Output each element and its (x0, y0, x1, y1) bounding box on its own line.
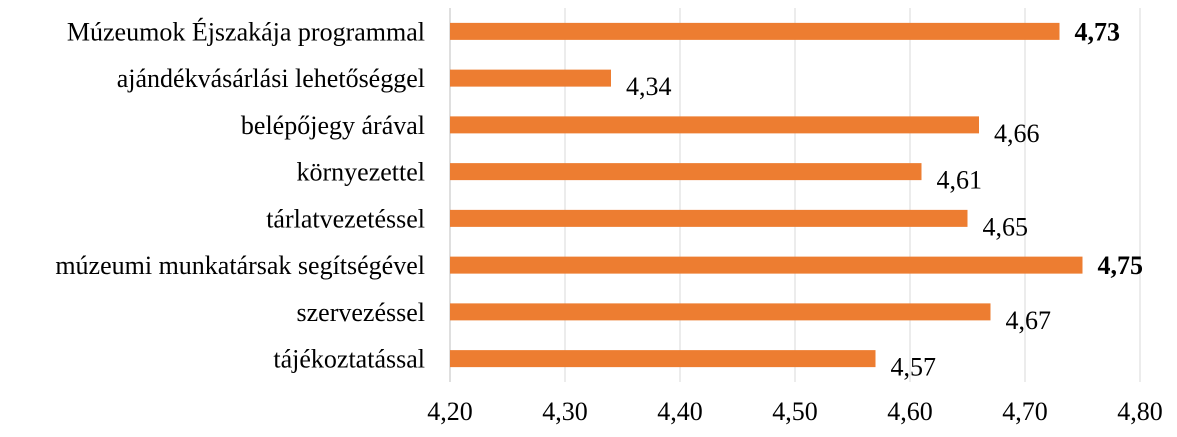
category-label: szervezéssel (297, 298, 425, 327)
x-tick-label: 4,30 (542, 397, 588, 426)
bar (450, 303, 991, 321)
x-tick-label: 4,40 (657, 397, 703, 426)
bar (450, 209, 968, 227)
value-label: 4,65 (983, 212, 1029, 241)
value-labels: 4,73 4,34 4,66 4,614,65 4,75 4,67 4,57 (626, 17, 1143, 381)
category-label: tájékoztatással (273, 345, 425, 374)
x-tick-label: 4,70 (1002, 397, 1048, 426)
x-tick-label: 4,50 (772, 397, 818, 426)
bar (450, 350, 876, 368)
bars (450, 22, 1083, 368)
bar (450, 116, 979, 134)
x-tick-label: 4,80 (1117, 397, 1163, 426)
category-label: környezettel (297, 158, 426, 187)
value-label: 4,73 (1075, 17, 1121, 46)
category-labels: Múzeumok Éjszakája programmal ajándékvásá… (55, 17, 425, 373)
bar (450, 22, 1060, 40)
category-label: múzeumi munkatársak segítségével (55, 251, 425, 280)
x-tick-label: 4,20 (427, 397, 473, 426)
value-label: 4,67 (1006, 306, 1052, 335)
category-label: tárlatvezetéssel (266, 204, 425, 233)
category-label: belépőjegy árával (241, 111, 425, 140)
value-label: 4,34 (626, 72, 672, 101)
value-label: 4,57 (891, 353, 937, 382)
value-label: 4,61 (937, 166, 983, 195)
value-label: 4,66 (994, 119, 1040, 148)
category-label: Múzeumok Éjszakája programmal (67, 17, 425, 46)
x-axis-ticks: 4,20 4,30 4,40 4,50 4,60 4,70 4,80 (427, 397, 1163, 426)
bar (450, 163, 922, 181)
bar (450, 69, 611, 87)
category-label: ajándékvásárlási lehetőséggel (117, 64, 425, 93)
x-tick-label: 4,60 (887, 397, 933, 426)
bar (450, 256, 1083, 274)
value-label: 4,75 (1098, 251, 1144, 280)
